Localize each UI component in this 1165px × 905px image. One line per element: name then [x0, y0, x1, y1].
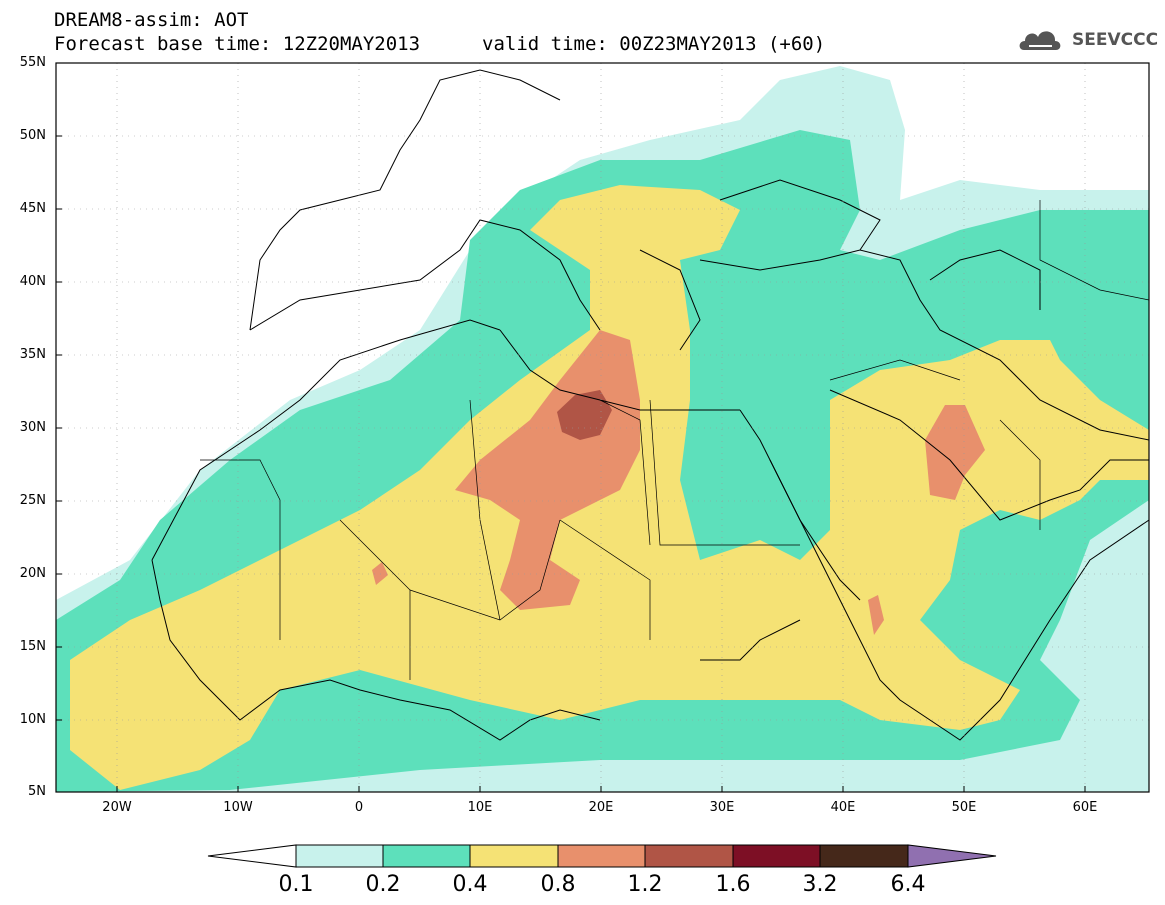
colorbar-swatch-0.8: [557, 844, 646, 868]
coastlines: [151, 69, 1149, 741]
lat-label: 15N: [19, 639, 46, 654]
lat-label: 25N: [19, 493, 46, 508]
country-borders: [200, 200, 1149, 680]
aot-field: [56, 66, 1149, 792]
colorbar-above-arrow: [907, 844, 997, 868]
lat-label: 10N: [19, 712, 46, 727]
colorbar-label: 6.4: [890, 872, 926, 897]
lat-label: 5N: [28, 784, 46, 799]
colorbar-label: 1.2: [627, 872, 663, 897]
colorbar-label: 0.8: [540, 872, 576, 897]
aot-band-0.8: [372, 562, 388, 585]
axis-ticks: [56, 135, 1086, 792]
colorbar-label: 1.6: [715, 872, 751, 897]
lat-label: 35N: [19, 347, 46, 362]
lon-label: 60E: [1072, 800, 1098, 815]
lat-label: 20N: [19, 566, 46, 581]
colorbar-swatch-0.4: [469, 844, 559, 868]
lon-label: 0: [354, 800, 364, 815]
lon-label: 10E: [467, 800, 493, 815]
lon-label: 30E: [709, 800, 735, 815]
lat-label: 45N: [19, 201, 46, 216]
colorbar-swatch-1.6: [732, 844, 821, 868]
graticule: [56, 63, 1149, 792]
colorbar-swatch-3.2: [819, 844, 909, 868]
lon-label: 20E: [588, 800, 614, 815]
lat-label: 40N: [19, 274, 46, 289]
lon-label: 40E: [830, 800, 856, 815]
forecast-base-time: Forecast base time: 12Z20MAY2013: [54, 33, 421, 55]
lat-label: 55N: [19, 55, 46, 70]
lon-label: 50E: [951, 800, 977, 815]
colorbar-below-arrow: [207, 844, 297, 868]
colorbar-swatch-1.2: [644, 844, 734, 868]
lat-label: 50N: [19, 128, 46, 143]
logo-text: SEEVCCC: [1072, 30, 1159, 50]
colorbar-swatch-0.2: [382, 844, 471, 868]
aot-band-0.8: [925, 405, 985, 500]
map-title: DREAM8-assim: AOT: [54, 9, 249, 31]
lat-label: 30N: [19, 420, 46, 435]
cloud-logo-icon: [1019, 31, 1061, 50]
aot-band-1.2: [557, 390, 612, 440]
colorbar-label: 0.2: [365, 872, 401, 897]
colorbar: [207, 844, 997, 868]
colorbar-label: 3.2: [802, 872, 838, 897]
colorbar-label: 0.4: [452, 872, 488, 897]
valid-time: valid time: 00Z23MAY2013 (+60): [482, 33, 826, 55]
colorbar-label: 0.1: [278, 872, 314, 897]
lon-label: 20W: [102, 800, 132, 815]
colorbar-swatch-0.1: [295, 844, 384, 868]
aot-band-0.8: [868, 595, 884, 635]
lon-label: 10W: [223, 800, 253, 815]
